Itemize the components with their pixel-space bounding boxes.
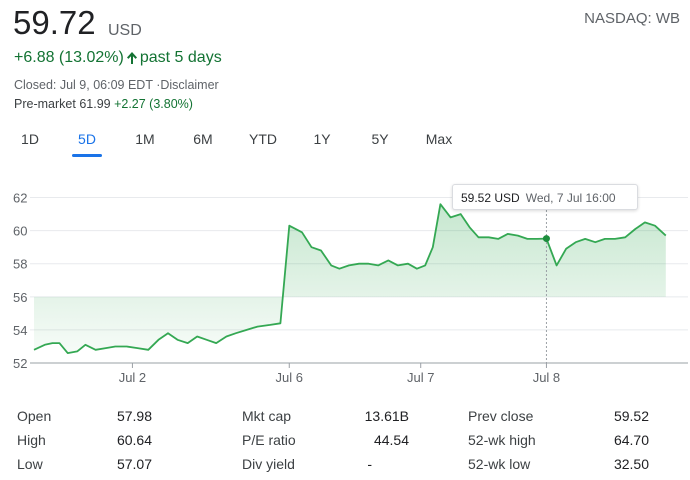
range-tabs: 1D 5D 1M 6M YTD 1Y 5Y Max	[0, 128, 690, 158]
stat-value-52wkhigh: 64.70	[613, 432, 649, 448]
stat-label-open: Open	[17, 408, 52, 424]
closed-status: Closed: Jul 9, 06:09 EDT ·Disclaimer	[14, 78, 219, 92]
price-area-fill	[34, 204, 666, 354]
stat-value-pe: 44.54	[373, 432, 409, 448]
stat-value-mktcap: 13.61B	[364, 408, 409, 424]
tab-5y[interactable]: 5Y	[371, 131, 389, 147]
quote-price: 59.72	[13, 4, 96, 41]
price-change: +6.88 (13.02%) past 5 days	[14, 49, 222, 67]
tab-1d[interactable]: 1D	[21, 131, 39, 147]
premarket-price: 61.99	[79, 97, 111, 111]
premarket-line: Pre-market 61.99 +2.27 (3.80%)	[14, 97, 193, 111]
tooltip-value: 59.52 USD	[461, 191, 520, 205]
y-tick-label: 60	[13, 224, 27, 239]
tab-max[interactable]: Max	[425, 131, 453, 147]
stat-value-low: 57.07	[116, 456, 152, 472]
premarket-label: Pre-market	[14, 97, 76, 111]
tab-6m[interactable]: 6M	[193, 131, 213, 147]
x-tick-label: Jul 2	[119, 370, 146, 385]
quote-currency: USD	[108, 22, 142, 39]
hover-point	[542, 235, 550, 243]
stat-label-52wkhigh: 52-wk high	[468, 432, 536, 448]
stat-label-pe: P/E ratio	[242, 432, 296, 448]
stat-label-52wklow: 52-wk low	[468, 456, 531, 472]
chart-tooltip: 59.52 USD Wed, 7 Jul 16:00	[452, 184, 638, 210]
y-tick-label: 62	[13, 191, 27, 206]
stat-value-52wklow: 32.50	[613, 456, 649, 472]
stat-value-prevclose: 59.52	[613, 408, 649, 424]
tooltip-time: Wed, 7 Jul 16:00	[525, 191, 616, 205]
tab-1m[interactable]: 1M	[135, 131, 155, 147]
x-tick-label: Jul 6	[276, 370, 303, 385]
price-chart[interactable]: 52 54 56 58 60 62 Jul 2 Jul 6 Jul 7 Jul 8	[0, 178, 690, 393]
stat-value-high: 60.64	[116, 432, 152, 448]
tab-ytd[interactable]: YTD	[249, 131, 277, 147]
change-value: +6.88 (13.02%)	[14, 49, 124, 66]
x-tick-label: Jul 8	[533, 370, 560, 385]
tab-1y[interactable]: 1Y	[313, 131, 331, 147]
tab-5d[interactable]: 5D	[72, 128, 102, 158]
premarket-change: +2.27 (3.80%)	[114, 97, 193, 111]
exchange-ticker: NASDAQ: WB	[584, 10, 680, 27]
y-tick-label: 56	[13, 290, 27, 305]
arrow-up-icon	[126, 50, 138, 66]
stat-label-prevclose: Prev close	[468, 408, 534, 424]
stat-label-low: Low	[17, 456, 43, 472]
stat-label-mktcap: Mkt cap	[242, 408, 292, 424]
x-tick-label: Jul 7	[407, 370, 434, 385]
price-line	[33, 203, 667, 354]
stat-value-divyield: -	[367, 456, 372, 472]
stat-label-high: High	[17, 432, 46, 448]
stat-value-open: 57.98	[116, 408, 152, 424]
y-tick-label: 52	[13, 356, 27, 371]
y-tick-label: 58	[13, 257, 27, 272]
change-period: past 5 days	[139, 49, 222, 66]
y-tick-label: 54	[13, 323, 27, 338]
stat-label-divyield: Div yield	[242, 456, 295, 472]
